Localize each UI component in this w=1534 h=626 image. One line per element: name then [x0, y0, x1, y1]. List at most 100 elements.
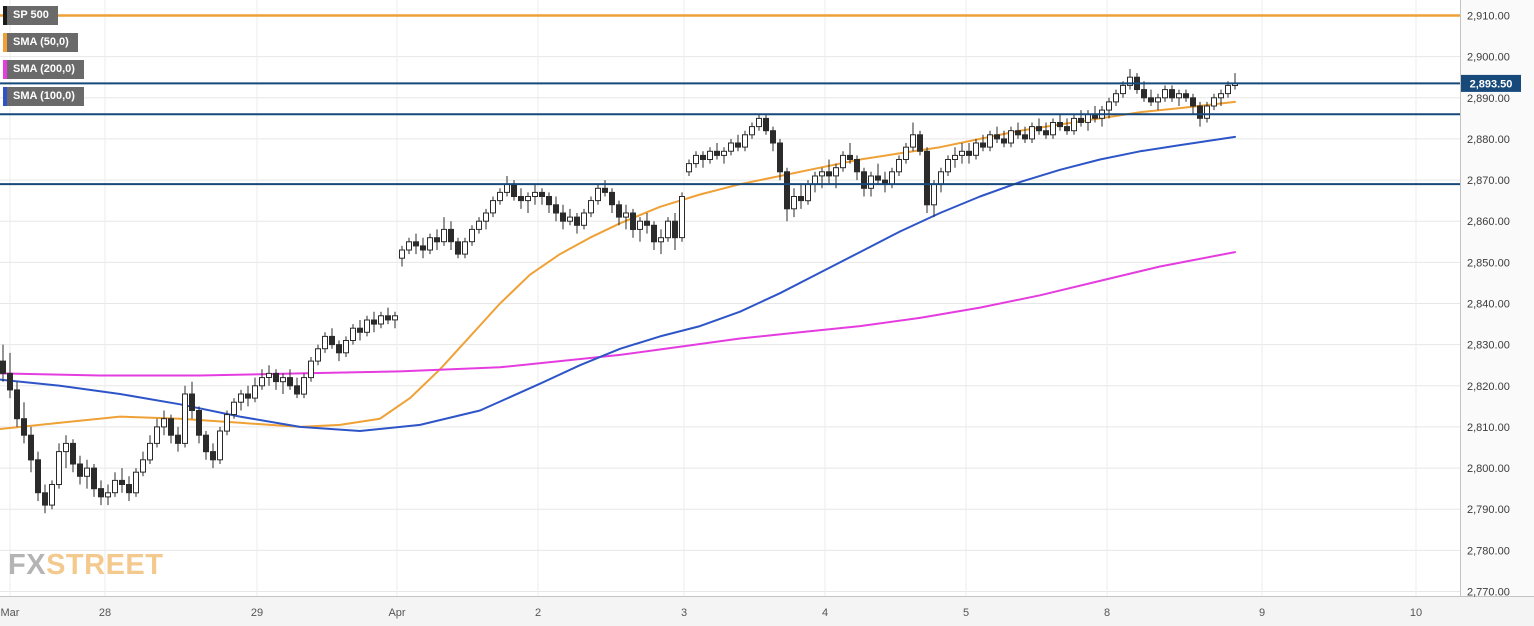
candle	[518, 196, 524, 202]
candle	[672, 220, 678, 239]
candle	[399, 249, 405, 259]
candle	[1225, 84, 1231, 95]
x-axis-label: 29	[251, 607, 263, 619]
y-axis-label: 2,820.00	[1467, 381, 1510, 393]
candle	[476, 220, 482, 230]
candle	[217, 430, 223, 461]
candle	[434, 237, 440, 243]
candle	[210, 451, 216, 461]
y-axis-label: 2,900.00	[1467, 52, 1510, 64]
candle	[651, 224, 657, 243]
candle	[532, 191, 538, 197]
candle	[35, 459, 41, 494]
legend-color-tab	[3, 6, 7, 25]
candle	[504, 183, 510, 193]
candle	[455, 241, 461, 255]
candle	[791, 196, 797, 210]
candle	[1106, 101, 1112, 111]
candle	[1113, 93, 1119, 103]
y-axis-label: 2,800.00	[1467, 463, 1510, 475]
legend-color-tab	[3, 87, 7, 106]
candle	[427, 237, 433, 251]
candle	[189, 393, 195, 411]
candle	[224, 414, 230, 432]
candle	[385, 315, 391, 321]
candle	[847, 154, 853, 160]
x-axis-label: 28	[99, 607, 111, 619]
candle	[364, 319, 370, 333]
time-axis[interactable]	[0, 596, 1534, 626]
candle	[833, 167, 839, 177]
x-axis-label: 9	[1259, 607, 1265, 619]
candle	[0, 360, 6, 374]
price-axis[interactable]	[1460, 0, 1534, 596]
y-axis-label: 2,840.00	[1467, 299, 1510, 311]
candle	[357, 327, 363, 333]
candle	[301, 377, 307, 395]
candle	[266, 372, 272, 378]
candle	[91, 467, 97, 490]
last-price-badge	[1461, 74, 1521, 92]
candle	[1183, 93, 1189, 99]
y-axis-label: 2,790.00	[1467, 504, 1510, 516]
candle	[1050, 122, 1056, 136]
candle	[56, 451, 62, 486]
candle	[567, 216, 573, 222]
candle	[994, 134, 1000, 140]
candle	[448, 228, 454, 243]
candle	[1197, 105, 1203, 119]
candle	[868, 175, 874, 189]
candle	[119, 479, 125, 485]
candle	[574, 216, 580, 226]
candle	[637, 220, 643, 230]
candle	[126, 484, 132, 494]
candle	[1141, 89, 1147, 99]
candle	[273, 372, 279, 383]
candle	[1211, 97, 1217, 107]
x-axis-label: Apr	[388, 607, 405, 619]
legend-label: SMA (100,0)	[13, 90, 75, 102]
candle	[896, 159, 902, 173]
candle	[1085, 113, 1091, 123]
candle	[903, 146, 909, 160]
candle	[840, 154, 846, 169]
candle	[777, 142, 783, 173]
candle	[945, 159, 951, 173]
candle	[238, 393, 244, 403]
candle	[259, 377, 265, 387]
y-axis-label: 2,830.00	[1467, 340, 1510, 352]
candle	[1148, 97, 1154, 103]
x-axis-label: 10	[1410, 607, 1422, 619]
candle	[1057, 122, 1063, 128]
legend-item-sma-200: SMA (200,0)	[3, 60, 84, 79]
candle	[490, 200, 496, 214]
candle	[1064, 126, 1070, 132]
candle	[1127, 76, 1133, 86]
candle	[595, 187, 601, 202]
candle	[812, 175, 818, 185]
candle	[700, 154, 706, 160]
candle	[196, 410, 202, 436]
candle	[252, 385, 258, 399]
legend-item-sma-50: SMA (50,0)	[3, 33, 78, 52]
candle	[735, 142, 741, 148]
candle	[917, 134, 923, 152]
y-axis-label: 2,870.00	[1467, 175, 1510, 187]
candle	[280, 377, 286, 383]
legend-item-sma-100: SMA (100,0)	[3, 87, 84, 106]
candle	[721, 150, 727, 156]
x-axis-label: 4	[822, 607, 828, 619]
x-axis-label: 2	[535, 607, 541, 619]
candle	[112, 479, 118, 494]
candle	[826, 171, 832, 177]
candle	[420, 245, 426, 251]
legend-color-tab	[3, 33, 7, 52]
legend-item-sp500: SP 500	[3, 6, 58, 25]
candle	[1218, 93, 1224, 99]
candle	[581, 212, 587, 226]
candle	[182, 393, 188, 444]
candle	[588, 200, 594, 214]
candle	[644, 220, 650, 226]
